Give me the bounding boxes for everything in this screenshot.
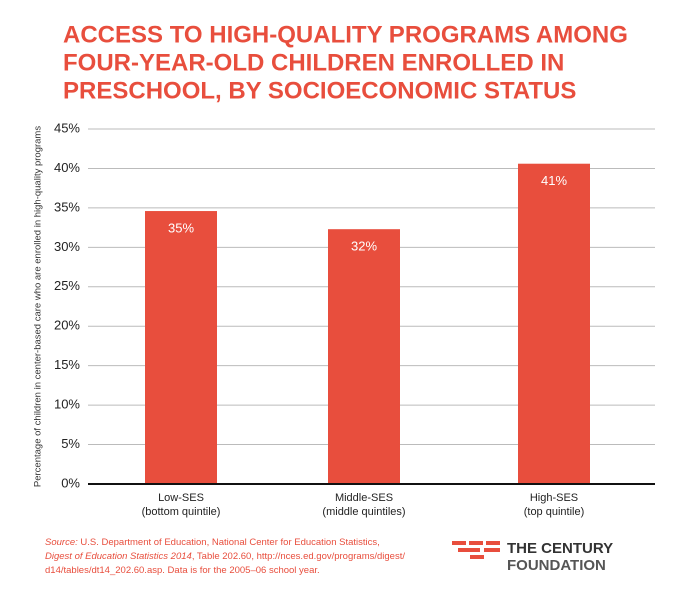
y-tick-label: 45% [54,120,80,135]
y-tick-label: 25% [54,278,80,293]
logo-icon [452,541,500,559]
y-tick-label: 15% [54,357,80,372]
x-tick-label: Low-SES [158,492,204,504]
y-tick-label: 40% [54,160,80,175]
x-tick-label: High-SES [530,492,578,504]
value-label: 35% [168,220,194,235]
value-label: 32% [351,239,377,254]
y-tick-label: 5% [61,436,80,451]
source-segment: , Table 202.60, http://nces.ed.gov/progr… [192,551,406,562]
x-tick-note: (top quintile) [524,506,585,518]
bar [328,229,400,484]
chart-title: PRESCHOOL, BY SOCIOECONOMIC STATUS [63,77,576,104]
source-segment: U.S. Department of Education, National C… [78,537,380,548]
x-tick-note: (bottom quintile) [142,506,221,518]
y-tick-label: 0% [61,475,80,490]
chart-title: ACCESS TO HIGH-QUALITY PROGRAMS AMONG [63,21,628,48]
source-line: Source: U.S. Department of Education, Na… [45,537,380,548]
source-segment: d14/tables/dt14_202.60.asp. Data is for … [45,565,320,576]
chart-title: FOUR-YEAR-OLD CHILDREN ENROLLED IN [63,49,564,76]
bar [145,211,217,485]
y-tick-label: 35% [54,199,80,214]
x-tick-label: Middle-SES [335,492,393,504]
y-tick-label: 30% [54,239,80,254]
value-label: 41% [541,173,567,188]
bar [518,163,590,484]
logo-text: FOUNDATION [507,557,606,574]
logo-text: THE CENTURY [507,540,613,557]
y-tick-label: 20% [54,318,80,333]
source-line: d14/tables/dt14_202.60.asp. Data is for … [45,565,320,576]
y-axis-label: Percentage of children in center-based c… [33,126,44,487]
y-tick-label: 10% [54,397,80,412]
source-segment: Source: [45,537,78,548]
source-line: Digest of Education Statistics 2014, Tab… [45,551,405,562]
source-segment: Digest of Education Statistics 2014 [45,551,192,562]
x-tick-note: (middle quintiles) [322,506,405,518]
